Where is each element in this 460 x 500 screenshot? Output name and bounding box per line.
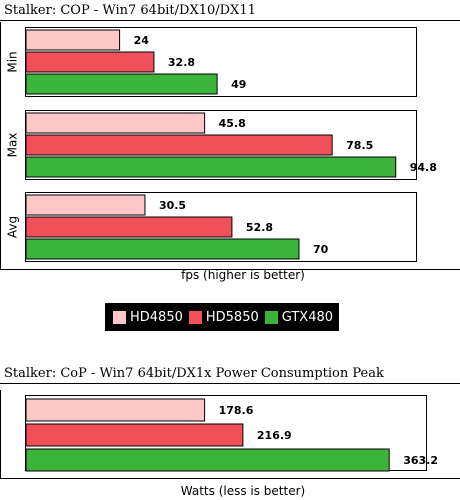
- fps-chart: Min 24 32.8 49 Max 45.8 78.5 94.8 Avg 30.5 52.8 70: [0, 22, 460, 270]
- value-label-hd5850: 32.8: [168, 56, 195, 69]
- category-label-avg: Avg: [6, 216, 20, 238]
- category-label-min: Min: [6, 51, 20, 72]
- legend-item-hd5850: HD5850: [188, 309, 259, 325]
- bar-hd4850: [25, 112, 206, 134]
- bar-hd5850: [25, 134, 333, 156]
- bar-gtx480: [25, 73, 218, 95]
- value-label-hd5850: 216.9: [257, 429, 292, 442]
- value-label-hd4850: 24: [134, 34, 150, 47]
- value-label-hd5850: 78.5: [346, 139, 373, 152]
- value-label-gtx480: 94.8: [410, 161, 437, 174]
- legend-item-hd4850: HD4850: [113, 310, 183, 325]
- legend-item-gtx480: GTX480: [264, 309, 334, 325]
- bar-hd5850: [25, 51, 155, 73]
- value-label-gtx480: 363.2: [403, 454, 438, 467]
- legend-label-hd5850: HD5850: [205, 309, 259, 325]
- legend-label-hd4850: HD4850: [130, 309, 183, 325]
- chart-title-power: Stalker: CoP - Win7 64bit/DX1x Power Con…: [4, 366, 384, 381]
- bar-hd5850: [25, 216, 233, 238]
- bar-gtx480: [25, 156, 397, 178]
- value-label-hd4850: 30.5: [159, 199, 186, 212]
- bar-gtx480: [25, 448, 390, 472]
- legend-swatch-hd5850: [188, 310, 202, 324]
- value-label-gtx480: 49: [231, 78, 246, 91]
- x-axis-label-fps: fps (higher is better): [181, 268, 305, 282]
- legend: HD4850 HD5850 GTX480: [105, 303, 340, 331]
- value-label-hd5850: 52.8: [246, 221, 273, 234]
- value-label-hd4850: 45.8: [219, 117, 246, 130]
- bar-hd5850: [25, 423, 244, 447]
- category-label-max: Max: [6, 133, 20, 158]
- bar-hd4850: [25, 29, 121, 51]
- legend-swatch-hd4850: [113, 310, 126, 324]
- value-label-hd4850: 178.6: [219, 404, 254, 417]
- chart-title-fps: Stalker: COP - Win7 64bit/DX10/DX11: [4, 3, 256, 18]
- x-axis-label-power: Watts (less is better): [181, 484, 305, 498]
- legend-swatch-gtx480: [264, 310, 278, 324]
- legend-label-gtx480: GTX480: [281, 309, 334, 325]
- value-label-gtx480: 70: [313, 243, 329, 256]
- bar-hd4850: [25, 398, 206, 422]
- bar-gtx480: [25, 238, 300, 260]
- bar-hd4850: [25, 194, 146, 216]
